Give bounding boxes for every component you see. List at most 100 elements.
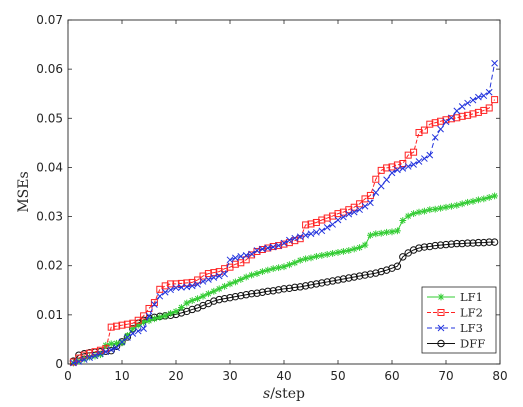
data-point-lf3	[70, 359, 77, 367]
data-point-lf1	[113, 339, 120, 347]
marker-stroke	[248, 272, 255, 278]
marker-stroke	[475, 197, 482, 203]
data-point-dff	[420, 243, 429, 251]
data-point-dff	[307, 281, 315, 289]
series-line-lf2	[73, 99, 496, 363]
data-point-dff	[339, 275, 348, 283]
data-point-dff	[355, 272, 364, 280]
marker-stroke	[404, 163, 412, 170]
data-point-lf1	[183, 299, 191, 307]
marker-stroke	[485, 88, 493, 96]
marker-stroke	[80, 356, 88, 363]
data-point-lf3	[215, 272, 223, 280]
data-point-lf1	[237, 276, 245, 283]
data-point-lf1	[415, 208, 423, 216]
marker-stroke	[361, 202, 369, 210]
data-point-lf3	[437, 125, 444, 133]
data-point-lf3	[421, 155, 428, 162]
data-point-lf3	[302, 231, 309, 239]
data-point-lf3	[151, 301, 158, 308]
data-point-lf1	[377, 229, 385, 237]
data-point-lf2	[469, 110, 477, 118]
marker-stroke	[254, 270, 260, 277]
data-point-lf2	[415, 129, 423, 137]
data-point-lf1	[118, 339, 126, 347]
data-point-lf3	[134, 327, 142, 335]
legend-item-lf1: LF1	[427, 290, 483, 304]
marker-stroke	[286, 261, 293, 268]
marker-stroke	[280, 239, 288, 247]
legend-label: LF3	[460, 321, 483, 335]
data-point-lf1	[259, 268, 266, 276]
data-point-dff	[242, 291, 250, 299]
data-point-dff	[291, 283, 299, 292]
marker-stroke	[102, 348, 110, 356]
marker-stroke	[200, 293, 206, 299]
marker-stroke	[226, 256, 234, 264]
data-point-lf3	[469, 96, 477, 104]
data-point-lf2	[145, 304, 153, 312]
marker-stroke	[421, 208, 428, 214]
data-point-lf1	[367, 231, 374, 239]
marker-stroke	[491, 59, 498, 67]
data-point-lf3	[356, 206, 363, 214]
data-point-lf3	[399, 165, 407, 172]
y-tick-label: 0.05	[36, 111, 63, 125]
marker-stroke	[161, 288, 169, 296]
marker-stroke	[205, 276, 212, 283]
data-point-lf3	[286, 236, 293, 244]
x-tick-label: 50	[330, 369, 345, 383]
data-point-lf3	[232, 254, 239, 262]
marker-stroke	[394, 228, 401, 234]
marker-stroke	[394, 166, 401, 174]
legend-label: DFF	[460, 337, 485, 351]
marker-stroke	[221, 270, 228, 278]
marker-stroke	[107, 346, 115, 354]
marker-stroke	[270, 265, 277, 272]
data-point-lf2	[464, 111, 472, 119]
marker-stroke	[113, 344, 120, 352]
x-tick-label: 40	[276, 369, 291, 383]
data-point-lf3	[107, 346, 115, 354]
data-point-lf2	[134, 316, 142, 324]
marker-stroke	[464, 99, 471, 107]
marker-stroke	[275, 264, 282, 271]
data-point-lf2	[231, 260, 239, 268]
data-point-lf3	[323, 224, 331, 231]
marker-stroke	[448, 114, 455, 122]
marker-stroke	[183, 283, 191, 291]
data-point-lf3	[318, 227, 326, 235]
data-point-lf2	[167, 280, 175, 288]
marker-stroke	[296, 233, 304, 241]
data-point-lf1	[291, 259, 299, 267]
marker-stroke	[453, 202, 460, 209]
legend-marker	[437, 339, 445, 348]
marker-stroke	[210, 274, 218, 281]
marker-stroke	[146, 317, 152, 324]
x-tick-label: 80	[492, 369, 507, 383]
marker-stroke	[378, 230, 385, 237]
marker-stroke	[318, 227, 326, 235]
data-point-lf3	[345, 210, 353, 218]
marker-stroke	[453, 107, 461, 115]
marker-stroke	[97, 350, 104, 358]
data-point-dff	[328, 277, 337, 285]
x-tick-label: 0	[64, 369, 72, 383]
data-point-lf2	[420, 126, 428, 134]
data-point-dff	[237, 291, 245, 300]
marker-stroke	[459, 200, 466, 207]
data-point-lf1	[469, 197, 477, 205]
data-point-lf3	[404, 163, 412, 170]
data-point-lf3	[129, 330, 137, 337]
data-point-lf2	[458, 112, 466, 120]
data-point-dff	[264, 287, 272, 295]
data-point-lf3	[485, 88, 493, 96]
data-point-lf2	[199, 272, 207, 280]
marker-stroke	[118, 338, 126, 346]
data-point-lf3	[372, 189, 380, 196]
marker-stroke	[399, 217, 406, 224]
marker-stroke	[216, 286, 223, 292]
data-point-lf2	[318, 216, 326, 224]
marker-stroke	[242, 252, 250, 259]
data-point-dff	[345, 274, 353, 282]
